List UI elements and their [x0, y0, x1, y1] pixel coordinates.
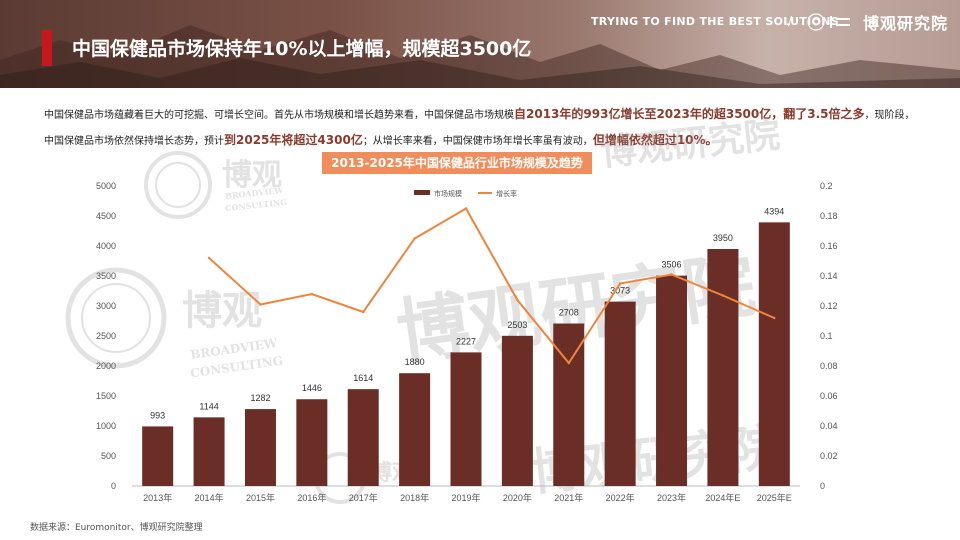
growth-rate-point — [618, 282, 622, 285]
y-right-tick-label: 0.16 — [820, 241, 838, 251]
bar — [758, 222, 790, 487]
x-tick-label: 2016年 — [297, 492, 326, 503]
description-highlight-1: 自2013年的993亿增长至2023年的超3500亿，翻了3.5倍之多 — [514, 107, 865, 121]
growth-rate-point — [721, 294, 725, 297]
bar — [193, 417, 225, 486]
description-text-1: 中国保健品市场蕴藏着巨大的可挖掘、可增长空间。首先从市场规模和增长趋势来看，中国… — [44, 110, 514, 121]
y-right-tick-label: 0.14 — [820, 271, 838, 281]
bar — [450, 352, 482, 486]
y-left-tick-label: 1000 — [96, 421, 116, 431]
data-source: 数据来源：Euromonitor、博观研究院整理 — [30, 523, 203, 533]
growth-rate-line — [208, 207, 775, 365]
y-left-tick-label: 3500 — [96, 271, 116, 281]
x-tick-label: 2014年 — [195, 492, 224, 503]
bar — [296, 399, 328, 486]
x-tick-label: 2013年 — [143, 492, 172, 503]
bar — [244, 409, 276, 486]
page-title: 中国保健品市场保持年10%以上增幅，规模超3500亿 — [72, 38, 532, 60]
bar-data-label: 2708 — [559, 308, 579, 318]
description-text-3: ；从增长率来看，中国保健市场年增长率虽有波动， — [362, 136, 593, 147]
bar-data-label: 2227 — [456, 336, 476, 346]
tagline-separator: / — [788, 14, 793, 28]
y-left-tick-label: 2500 — [96, 331, 116, 341]
brand-logo-icon — [807, 13, 850, 31]
y-right-tick-label: 0.1 — [820, 331, 833, 341]
bar-data-label: 1282 — [250, 393, 270, 403]
x-tick-label: 2018年 — [400, 492, 429, 503]
legend-label-market-size: 市场规模 — [434, 189, 462, 198]
description-highlight-3: 但增幅依然超过10%。 — [592, 133, 718, 147]
growth-rate-point — [362, 310, 365, 314]
bar-data-label: 1446 — [302, 383, 322, 393]
x-tick-label: 2024年E — [705, 492, 740, 503]
y-left-tick-label: 4500 — [96, 211, 116, 221]
growth-rate-point — [567, 361, 570, 365]
description-highlight-2: 到2025年将超过4300亿 — [224, 133, 363, 147]
growth-rate-point — [259, 303, 262, 306]
bar-data-label: 3950 — [713, 233, 733, 243]
growth-rate-point — [310, 292, 314, 296]
legend-swatch-market-size — [414, 190, 430, 195]
y-left-tick-label: 4000 — [96, 241, 116, 251]
tagline: TRYING TO FIND THE BEST SOLUTIONS — [591, 15, 839, 28]
bar-data-label: 1614 — [353, 373, 373, 383]
x-tick-label: 2025年E — [757, 492, 792, 503]
bar — [399, 373, 431, 486]
description-paragraph: 中国保健品市场蕴藏着巨大的可挖掘、可增长空间。首先从市场规模和增长趋势来看，中国… — [44, 102, 924, 154]
bar — [501, 335, 533, 486]
bar-data-label: 4394 — [764, 206, 784, 216]
title-accent-bar — [42, 30, 52, 66]
bar-data-label: 2503 — [507, 320, 527, 330]
chart-title: 2013-2025年中国保健品行业市场规模及趋势 — [322, 152, 592, 174]
y-right-tick-label: 0.02 — [820, 451, 838, 461]
y-right-tick-label: 0.04 — [820, 421, 838, 431]
bar — [604, 301, 636, 486]
bar — [347, 389, 379, 486]
bar-data-label: 1144 — [199, 401, 218, 411]
y-left-tick-label: 5000 — [96, 181, 116, 191]
x-tick-label: 2022年 — [606, 492, 635, 503]
bar-data-label: 1880 — [405, 357, 425, 367]
y-right-tick-label: 0.2 — [820, 181, 833, 191]
y-left-tick-label: 500 — [101, 451, 116, 461]
x-tick-label: 2021年 — [554, 492, 583, 503]
growth-rate-point — [773, 316, 776, 320]
y-right-tick-label: 0.08 — [820, 361, 838, 371]
growth-rate-point — [413, 237, 416, 240]
x-tick-label: 2015年 — [246, 492, 275, 503]
y-right-tick-label: 0.06 — [820, 391, 838, 401]
y-left-tick-label: 3000 — [96, 301, 116, 311]
y-left-tick-label: 0 — [111, 481, 116, 491]
x-tick-label: 2020年 — [503, 492, 532, 503]
brand-name: 博观研究院 — [863, 14, 949, 33]
bar-data-label: 3073 — [610, 286, 630, 296]
y-right-tick-label: 0.12 — [820, 301, 838, 311]
growth-rate-point — [516, 298, 519, 302]
description-text-2: ，现阶段，中国保健品市场依然保持增长态势，预计 — [44, 110, 915, 147]
x-tick-label: 2019年 — [451, 492, 480, 503]
header-banner: 中国保健品市场保持年10%以上增幅，规模超3500亿 TRYING TO FIN… — [0, 0, 960, 88]
x-tick-label: 2023年 — [657, 492, 686, 503]
bar-data-label: 3506 — [662, 260, 682, 270]
bar — [707, 249, 739, 486]
y-right-tick-label: 0 — [820, 481, 825, 491]
mountain-background — [0, 25, 960, 88]
y-left-tick-label: 2000 — [96, 361, 116, 371]
bar — [656, 275, 688, 486]
y-left-tick-label: 1500 — [96, 391, 116, 401]
y-right-tick-label: 0.18 — [820, 211, 838, 221]
legend-label-growth-rate: 增长率 — [496, 189, 517, 198]
growth-rate-point — [207, 256, 211, 260]
bar — [142, 426, 174, 486]
growth-rate-point — [464, 207, 468, 210]
x-tick-label: 2017年 — [349, 492, 378, 503]
growth-rate-point — [670, 273, 673, 276]
bar-data-label: 993 — [150, 410, 165, 420]
